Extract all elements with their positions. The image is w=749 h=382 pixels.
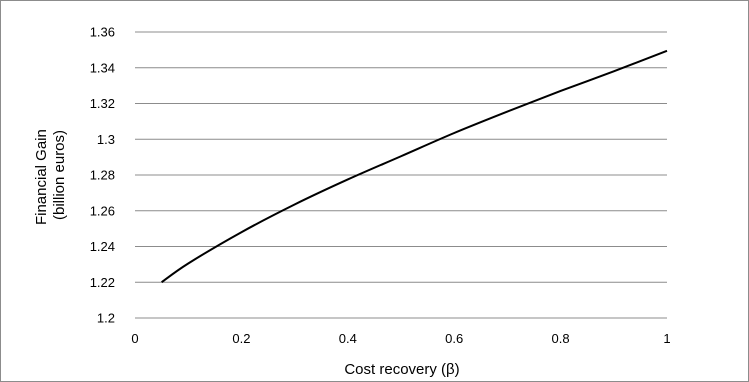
- x-tick-label: 1: [663, 331, 670, 346]
- x-tick-label: 0.6: [445, 331, 463, 346]
- y-axis-title-line-1: Financial Gain: [33, 129, 50, 225]
- y-tick-label: 1.32: [90, 96, 115, 111]
- x-tick-label: 0.2: [232, 331, 250, 346]
- x-tick-label: 0: [131, 331, 138, 346]
- x-tick-labels: 0 0.2 0.4 0.6 0.8 1: [131, 331, 670, 346]
- y-tick-label: 1.22: [90, 275, 115, 290]
- y-tick-labels: 1.2 1.22 1.24 1.26 1.28 1.3 1.32 1.34 1.36: [90, 25, 115, 326]
- series-layer: [161, 49, 668, 284]
- y-tick-label: 1.24: [90, 239, 115, 254]
- y-tick-label: 1.34: [90, 60, 115, 75]
- y-tick-label: 1.3: [97, 132, 115, 147]
- y-axis-title-line-2: (billion euros): [51, 130, 68, 220]
- y-axis-title: Financial Gain (billion euros): [33, 125, 68, 225]
- y-tick-label: 1.26: [90, 203, 115, 218]
- y-tick-label: 1.36: [90, 25, 115, 40]
- x-tick-label: 0.8: [552, 331, 570, 346]
- x-axis-title: Cost recovery (β): [344, 361, 459, 378]
- y-tick-label: 1.2: [97, 311, 115, 326]
- gridlines: [135, 31, 667, 319]
- series-line: [161, 49, 668, 284]
- y-tick-label: 1.28: [90, 168, 115, 183]
- x-tick-label: 0.4: [339, 331, 357, 346]
